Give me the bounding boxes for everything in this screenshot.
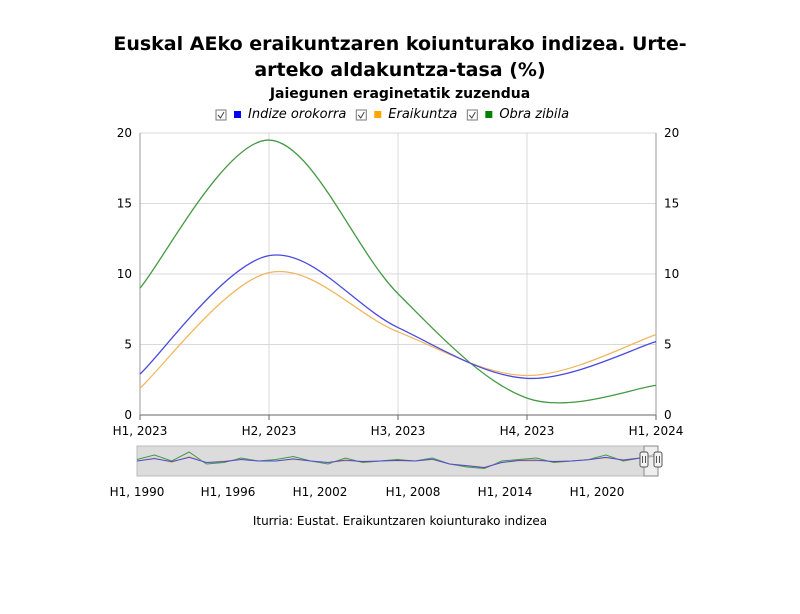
navigator-label: H1, 2002 [293,485,348,499]
y-tick-label-right: 0 [664,408,672,422]
navigator-label: H1, 1996 [201,485,256,499]
x-tick-label: H3, 2023 [371,424,426,438]
navigator-label: H1, 2020 [570,485,625,499]
y-tick-label-left: 10 [117,267,132,281]
x-tick-label: H2, 2023 [242,424,297,438]
y-tick-label-left: 20 [117,126,132,140]
x-tick-label: H1, 2023 [113,424,168,438]
checkmark-icon [357,111,365,119]
series-line-3 [139,139,657,404]
y-tick-label-left: 15 [117,197,132,211]
y-tick-label-right: 15 [664,197,679,211]
plot-area: 0 0 5 5 10 10 15 15 20 20 H1, 2023 H2, 2023 H3, 2023… [113,126,684,438]
source-note: Iturria: Eustat. Eraikuntzaren koiuntura… [253,514,547,528]
chart-title-line2: arteko aldakuntza-tasa (%) [254,59,545,81]
legend-swatch [234,111,241,118]
checkmark-icon [217,111,225,119]
legend-item-1[interactable]: Indize orokorra [215,107,346,122]
navigator-label: H1, 2008 [386,485,441,499]
legend-checkbox[interactable] [215,109,227,121]
series-line-2 [139,270,657,389]
legend-swatch [485,111,493,118]
legend-item-2[interactable]: Eraikuntza [355,107,457,122]
legend-label: Obra zibila [499,107,569,122]
legend-checkbox[interactable] [466,109,478,121]
series-line-1 [139,254,657,379]
chart-title-line1: Euskal AEko eraikuntzaren koiunturako in… [113,33,686,55]
navigator-handle-left[interactable] [639,451,649,468]
x-tick-label: H4, 2023 [500,424,555,438]
navigator-label: H1, 1990 [110,485,165,499]
checkmark-icon [468,111,476,119]
navigator-label: H1, 2014 [478,485,533,499]
y-tick-label-right: 5 [664,338,672,352]
legend-swatch [374,111,382,118]
handle-grip-icon[interactable] [653,451,663,468]
y-tick-label-right: 10 [664,267,679,281]
handle-grip-icon[interactable] [639,451,649,468]
navigator-series [136,455,659,469]
legend: Indize orokorra Eraikuntza Obra zibila [215,107,569,122]
y-tick-label-right: 20 [664,126,679,140]
chart-subtitle: Jaiegunen eraginetatik zuzendua [269,86,530,102]
y-tick-label-left: 5 [124,338,132,352]
navigator[interactable]: H1, 1990 H1, 1996 H1, 2002 H1, 2008 H1, 2014… [110,445,663,499]
legend-checkbox[interactable] [355,109,367,121]
x-tick-label: H1, 2024 [629,424,684,438]
legend-label: Indize orokorra [248,107,346,122]
navigator-handle-right[interactable] [653,451,663,468]
y-tick-label-left: 0 [124,408,132,422]
legend-item-3[interactable]: Obra zibila [466,107,569,122]
legend-label: Eraikuntza [388,107,457,122]
